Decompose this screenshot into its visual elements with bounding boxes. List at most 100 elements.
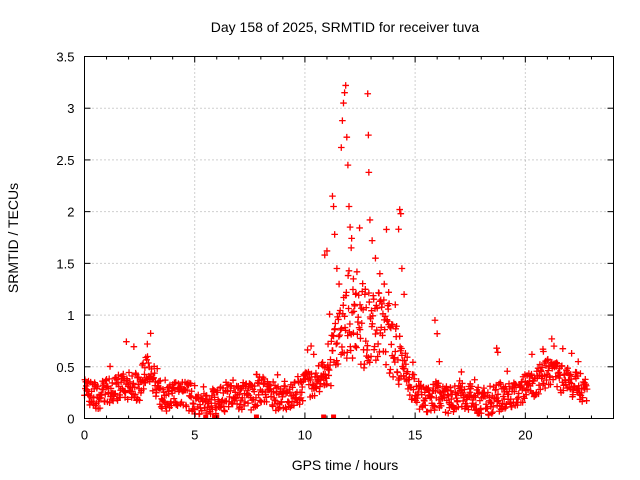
data-point: [391, 348, 399, 355]
data-point: [350, 275, 357, 283]
data-point: [447, 387, 455, 395]
data-point: [521, 395, 528, 402]
data-point: [535, 381, 543, 389]
data-point: [335, 333, 343, 340]
data-point: [374, 353, 381, 360]
data-point: [489, 403, 497, 411]
data-point: [265, 380, 273, 388]
data-point: [366, 358, 374, 366]
data-point: [537, 368, 545, 375]
data-point: [397, 210, 405, 218]
data-point: [488, 410, 496, 417]
data-point: [239, 394, 246, 402]
data-point: [251, 382, 258, 390]
data-point: [350, 329, 357, 337]
data-point: [307, 376, 314, 384]
data-point: [547, 381, 554, 388]
y-axis-label: SRMTID / TECUs: [5, 183, 21, 293]
data-point: [494, 391, 502, 398]
data-point: [472, 393, 479, 401]
data-point: [126, 378, 134, 386]
data-point: [136, 397, 143, 404]
data-point: [550, 342, 558, 350]
data-point: [163, 407, 170, 415]
data-point: [183, 386, 191, 394]
data-point: [149, 375, 156, 382]
data-point: [365, 298, 373, 306]
data-point: [359, 280, 366, 287]
data-point: [333, 265, 341, 272]
y-tick-label: 1.5: [56, 256, 74, 271]
data-point: [422, 395, 430, 402]
data-point: [338, 325, 345, 332]
data-point: [353, 268, 361, 276]
data-point: [160, 397, 167, 405]
data-point: [115, 383, 123, 390]
data-point: [335, 316, 342, 323]
data-point: [503, 401, 510, 408]
data-point: [98, 391, 105, 399]
data-point: [336, 307, 344, 314]
data-point: [101, 390, 109, 398]
data-point: [349, 286, 357, 293]
data-point: [255, 380, 263, 387]
data-point: [401, 357, 408, 364]
data-point: [457, 383, 464, 391]
y-tick-label: 3: [67, 101, 74, 116]
data-point: [289, 384, 296, 391]
data-point: [121, 388, 128, 395]
data-point: [372, 330, 379, 338]
data-point: [183, 403, 190, 410]
data-point: [357, 335, 364, 342]
data-point: [329, 192, 336, 200]
data-point: [528, 370, 535, 378]
data-point: [263, 398, 270, 406]
data-point: [559, 345, 567, 352]
data-point: [371, 343, 378, 350]
data-point: [323, 380, 331, 388]
data-point: [402, 360, 410, 368]
data-point: [403, 353, 411, 361]
data-point: [505, 391, 512, 398]
data-point: [350, 308, 358, 315]
chart-title: Day 158 of 2025, SRMTID for receiver tuv…: [211, 19, 480, 35]
data-point: [406, 374, 413, 381]
data-point: [435, 379, 442, 387]
data-point: [157, 377, 164, 385]
data-point: [495, 397, 502, 404]
data-point: [191, 382, 199, 389]
data-point: [375, 289, 383, 297]
data-point: [340, 99, 347, 107]
y-tick-label: 2.5: [56, 153, 74, 168]
data-point: [508, 403, 515, 411]
data-point: [346, 223, 354, 231]
data-point: [307, 342, 315, 350]
data-point: [398, 345, 405, 352]
data-point: [395, 380, 403, 388]
data-point: [458, 380, 466, 387]
data-point: [548, 335, 556, 343]
data-point: [335, 280, 343, 288]
data-point: [327, 382, 335, 389]
data-point: [131, 383, 139, 391]
x-tick-label: 20: [518, 428, 532, 443]
data-point: [86, 392, 94, 400]
data-point: [513, 395, 521, 403]
data-point: [324, 365, 332, 373]
data-point: [244, 399, 252, 407]
data-point: [271, 396, 278, 404]
data-point: [260, 375, 268, 383]
data-point: [574, 358, 582, 365]
data-point: [543, 376, 550, 384]
x-tick-label: 5: [191, 428, 198, 443]
x-tick-label: 10: [298, 428, 312, 443]
data-point: [364, 342, 371, 349]
data-point: [484, 389, 492, 396]
data-point: [332, 340, 340, 348]
data-point: [168, 389, 176, 397]
data-point: [454, 398, 461, 406]
data-point: [389, 373, 397, 381]
data-point: [433, 330, 441, 337]
data-point: [367, 353, 375, 360]
data-point: [290, 402, 298, 409]
